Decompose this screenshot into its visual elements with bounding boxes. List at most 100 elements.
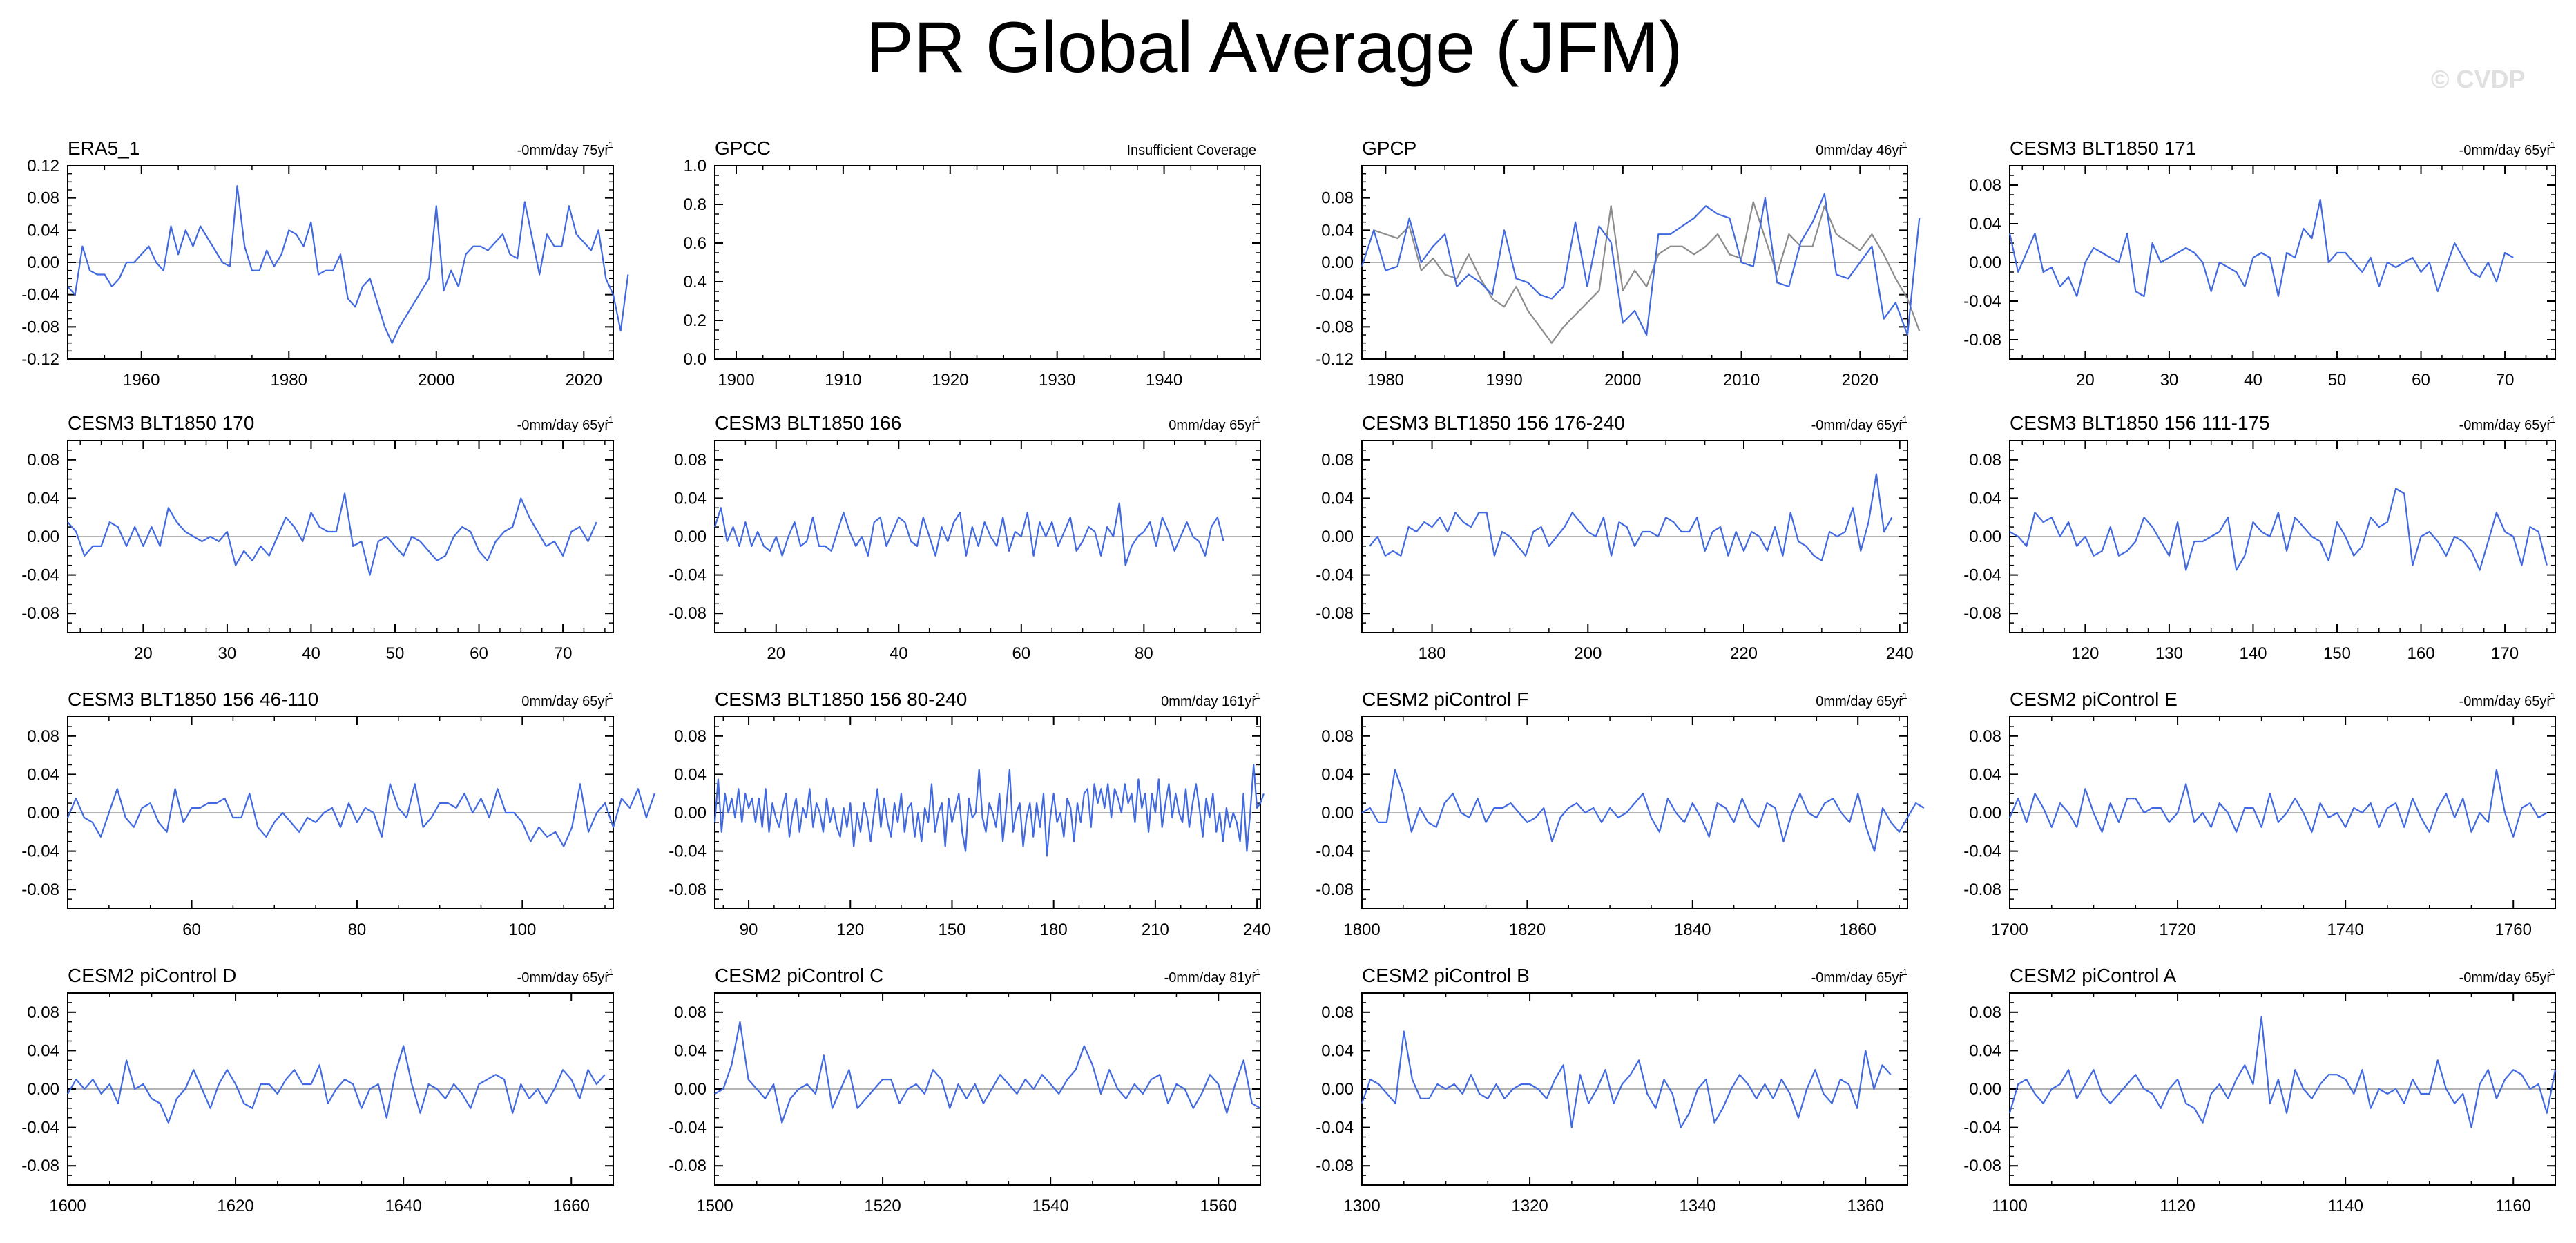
x-tick-label: 60	[1012, 644, 1030, 663]
trend-superscript: -1	[1252, 691, 1260, 701]
y-tick-label: -0.08	[1963, 1157, 2001, 1175]
panel-title: CESM2 piControl D	[68, 965, 236, 986]
x-tick-label: 2020	[566, 371, 602, 389]
x-tick-label: 100	[508, 921, 536, 939]
y-tick-label: 0.04	[1969, 1041, 2001, 1060]
y-tick-label: 0.00	[1321, 1080, 1354, 1099]
y-tick-label: -0.04	[1963, 566, 2001, 585]
panel-title: GPCC	[715, 137, 771, 159]
x-tick-label: 220	[1730, 644, 1758, 663]
x-tick-label: 1800	[1343, 921, 1380, 939]
panel-trend: -0mm/day 81yr	[1164, 970, 1257, 985]
y-tick-label: 0.08	[27, 727, 59, 746]
y-tick-label: -0.04	[1316, 1119, 1354, 1137]
y-tick-label: -0.08	[1963, 604, 2001, 623]
y-tick-label: 0.8	[684, 195, 707, 214]
model-series-line	[713, 764, 1265, 857]
x-tick-label: 1140	[2327, 1197, 2363, 1215]
y-tick-label: -0.08	[1963, 331, 2001, 349]
x-tick-label: 1760	[2495, 921, 2532, 939]
y-tick-label: -0.04	[1316, 286, 1354, 305]
chart-panel: CESM2 piControl E -0mm/day 65yr-1 -0.08 -0.…	[1963, 688, 2556, 939]
y-tick-label: 0.04	[27, 489, 59, 508]
x-tick-label: 200	[1574, 644, 1602, 663]
y-tick-label: 0.04	[674, 765, 707, 784]
x-tick-label: 2010	[1723, 371, 1760, 389]
y-tick-label: -0.08	[669, 1157, 707, 1175]
obs-series-line	[1373, 201, 1921, 344]
y-tick-label: 0.4	[684, 273, 707, 291]
x-tick-label: 1640	[385, 1197, 421, 1215]
y-tick-label: -0.08	[21, 880, 59, 899]
y-tick-label: -0.08	[21, 604, 59, 623]
model-series-line	[1361, 193, 1921, 336]
trend-superscript: -1	[2547, 691, 2555, 701]
x-tick-label: 60	[470, 644, 488, 663]
x-tick-label: 1990	[1486, 371, 1522, 389]
x-tick-label: 50	[2328, 371, 2347, 389]
cvdp-watermark: © CVDP	[2431, 65, 2526, 93]
y-tick-label: 0.08	[1321, 451, 1354, 470]
chart-panel: CESM3 BLT1850 171 -0mm/day 65yr-1 -0.08 -0.…	[1963, 137, 2556, 389]
y-tick-label: 0.04	[1321, 765, 1354, 784]
panel-trend: 0mm/day 46yr	[1816, 143, 1903, 158]
y-tick-label: -0.08	[1316, 318, 1354, 336]
x-tick-label: 120	[836, 921, 864, 939]
y-tick-label: -0.04	[21, 566, 59, 585]
y-tick-label: 0.12	[27, 157, 59, 175]
trend-superscript: -1	[605, 967, 613, 977]
y-tick-label: 0.00	[27, 253, 59, 272]
x-tick-label: 70	[2496, 371, 2515, 389]
panel-title: CESM2 piControl B	[1362, 965, 1530, 986]
model-series-line	[2008, 769, 2548, 838]
panel-title: CESM2 piControl C	[715, 965, 883, 986]
trend-superscript: -1	[1899, 967, 1907, 977]
model-series-line	[1361, 1030, 1892, 1128]
trend-superscript: -1	[2547, 414, 2555, 425]
chart-panel: CESM2 piControl D -0mm/day 65yr-1 -0.08 -0.…	[21, 965, 614, 1215]
trend-superscript: -1	[1899, 139, 1907, 150]
x-tick-label: 1540	[1032, 1197, 1068, 1215]
panel-trend: 0mm/day 65yr	[521, 694, 609, 709]
y-tick-label: 0.08	[27, 1003, 59, 1022]
y-tick-label: -0.08	[1316, 880, 1354, 899]
x-tick-label: 1160	[2495, 1197, 2531, 1215]
panel-trend: 0mm/day 161yr	[1161, 694, 1256, 709]
y-tick-label: -0.12	[1316, 350, 1354, 369]
trend-superscript: -1	[1252, 414, 1260, 425]
y-tick-label: 0.00	[674, 528, 707, 546]
model-series-line	[67, 185, 629, 344]
y-tick-label: 0.00	[674, 804, 707, 822]
panel-trend: 0mm/day 65yr	[1816, 694, 1903, 709]
x-tick-label: 1660	[553, 1197, 590, 1215]
x-tick-label: 1980	[271, 371, 307, 389]
x-tick-label: 1520	[864, 1197, 901, 1215]
x-tick-label: 210	[1142, 921, 1169, 939]
x-tick-label: 80	[1135, 644, 1153, 663]
x-tick-label: 80	[348, 921, 367, 939]
x-tick-label: 2020	[1842, 371, 1878, 389]
trend-superscript: -1	[1252, 967, 1260, 977]
panel-trend: -0mm/day 65yr	[2459, 970, 2552, 985]
panel-title: GPCP	[1362, 137, 1416, 159]
y-tick-label: 0.04	[674, 489, 707, 508]
chart-panel: CESM2 piControl B -0mm/day 65yr-1 -0.08 -0.…	[1316, 965, 1908, 1215]
y-tick-label: -0.04	[1963, 1119, 2001, 1137]
x-tick-label: 2000	[1604, 371, 1641, 389]
panel-title: CESM3 BLT1850 156 80-240	[715, 688, 967, 710]
chart-panel: ERA5_1 -0mm/day 75yr-1 -0.12 -0.08 -0.04 0.00…	[21, 137, 629, 389]
y-tick-label: 0.00	[27, 1080, 59, 1099]
chart-panel: GPCC Insufficient Coverage 0.0 0.2 0.4 0.6 0.8…	[684, 137, 1261, 389]
panel-title: CESM3 BLT1850 156 111-175	[2010, 412, 2270, 434]
panel-title: CESM2 piControl F	[1362, 688, 1528, 710]
y-tick-label: -0.04	[1963, 842, 2001, 861]
x-tick-label: 1340	[1679, 1197, 1715, 1215]
trend-superscript: -1	[1899, 414, 1907, 425]
model-series-line	[714, 1021, 1261, 1124]
panel-title: CESM3 BLT1850 166	[715, 412, 901, 434]
panel-trend: -0mm/day 65yr	[1811, 418, 1904, 433]
y-tick-label: -0.04	[1316, 566, 1354, 585]
chart-panel: CESM3 BLT1850 156 80-240 0mm/day 161yr-1 -…	[669, 688, 1271, 939]
model-series-line	[2008, 1016, 2557, 1128]
y-tick-label: 0.00	[1969, 528, 2001, 546]
